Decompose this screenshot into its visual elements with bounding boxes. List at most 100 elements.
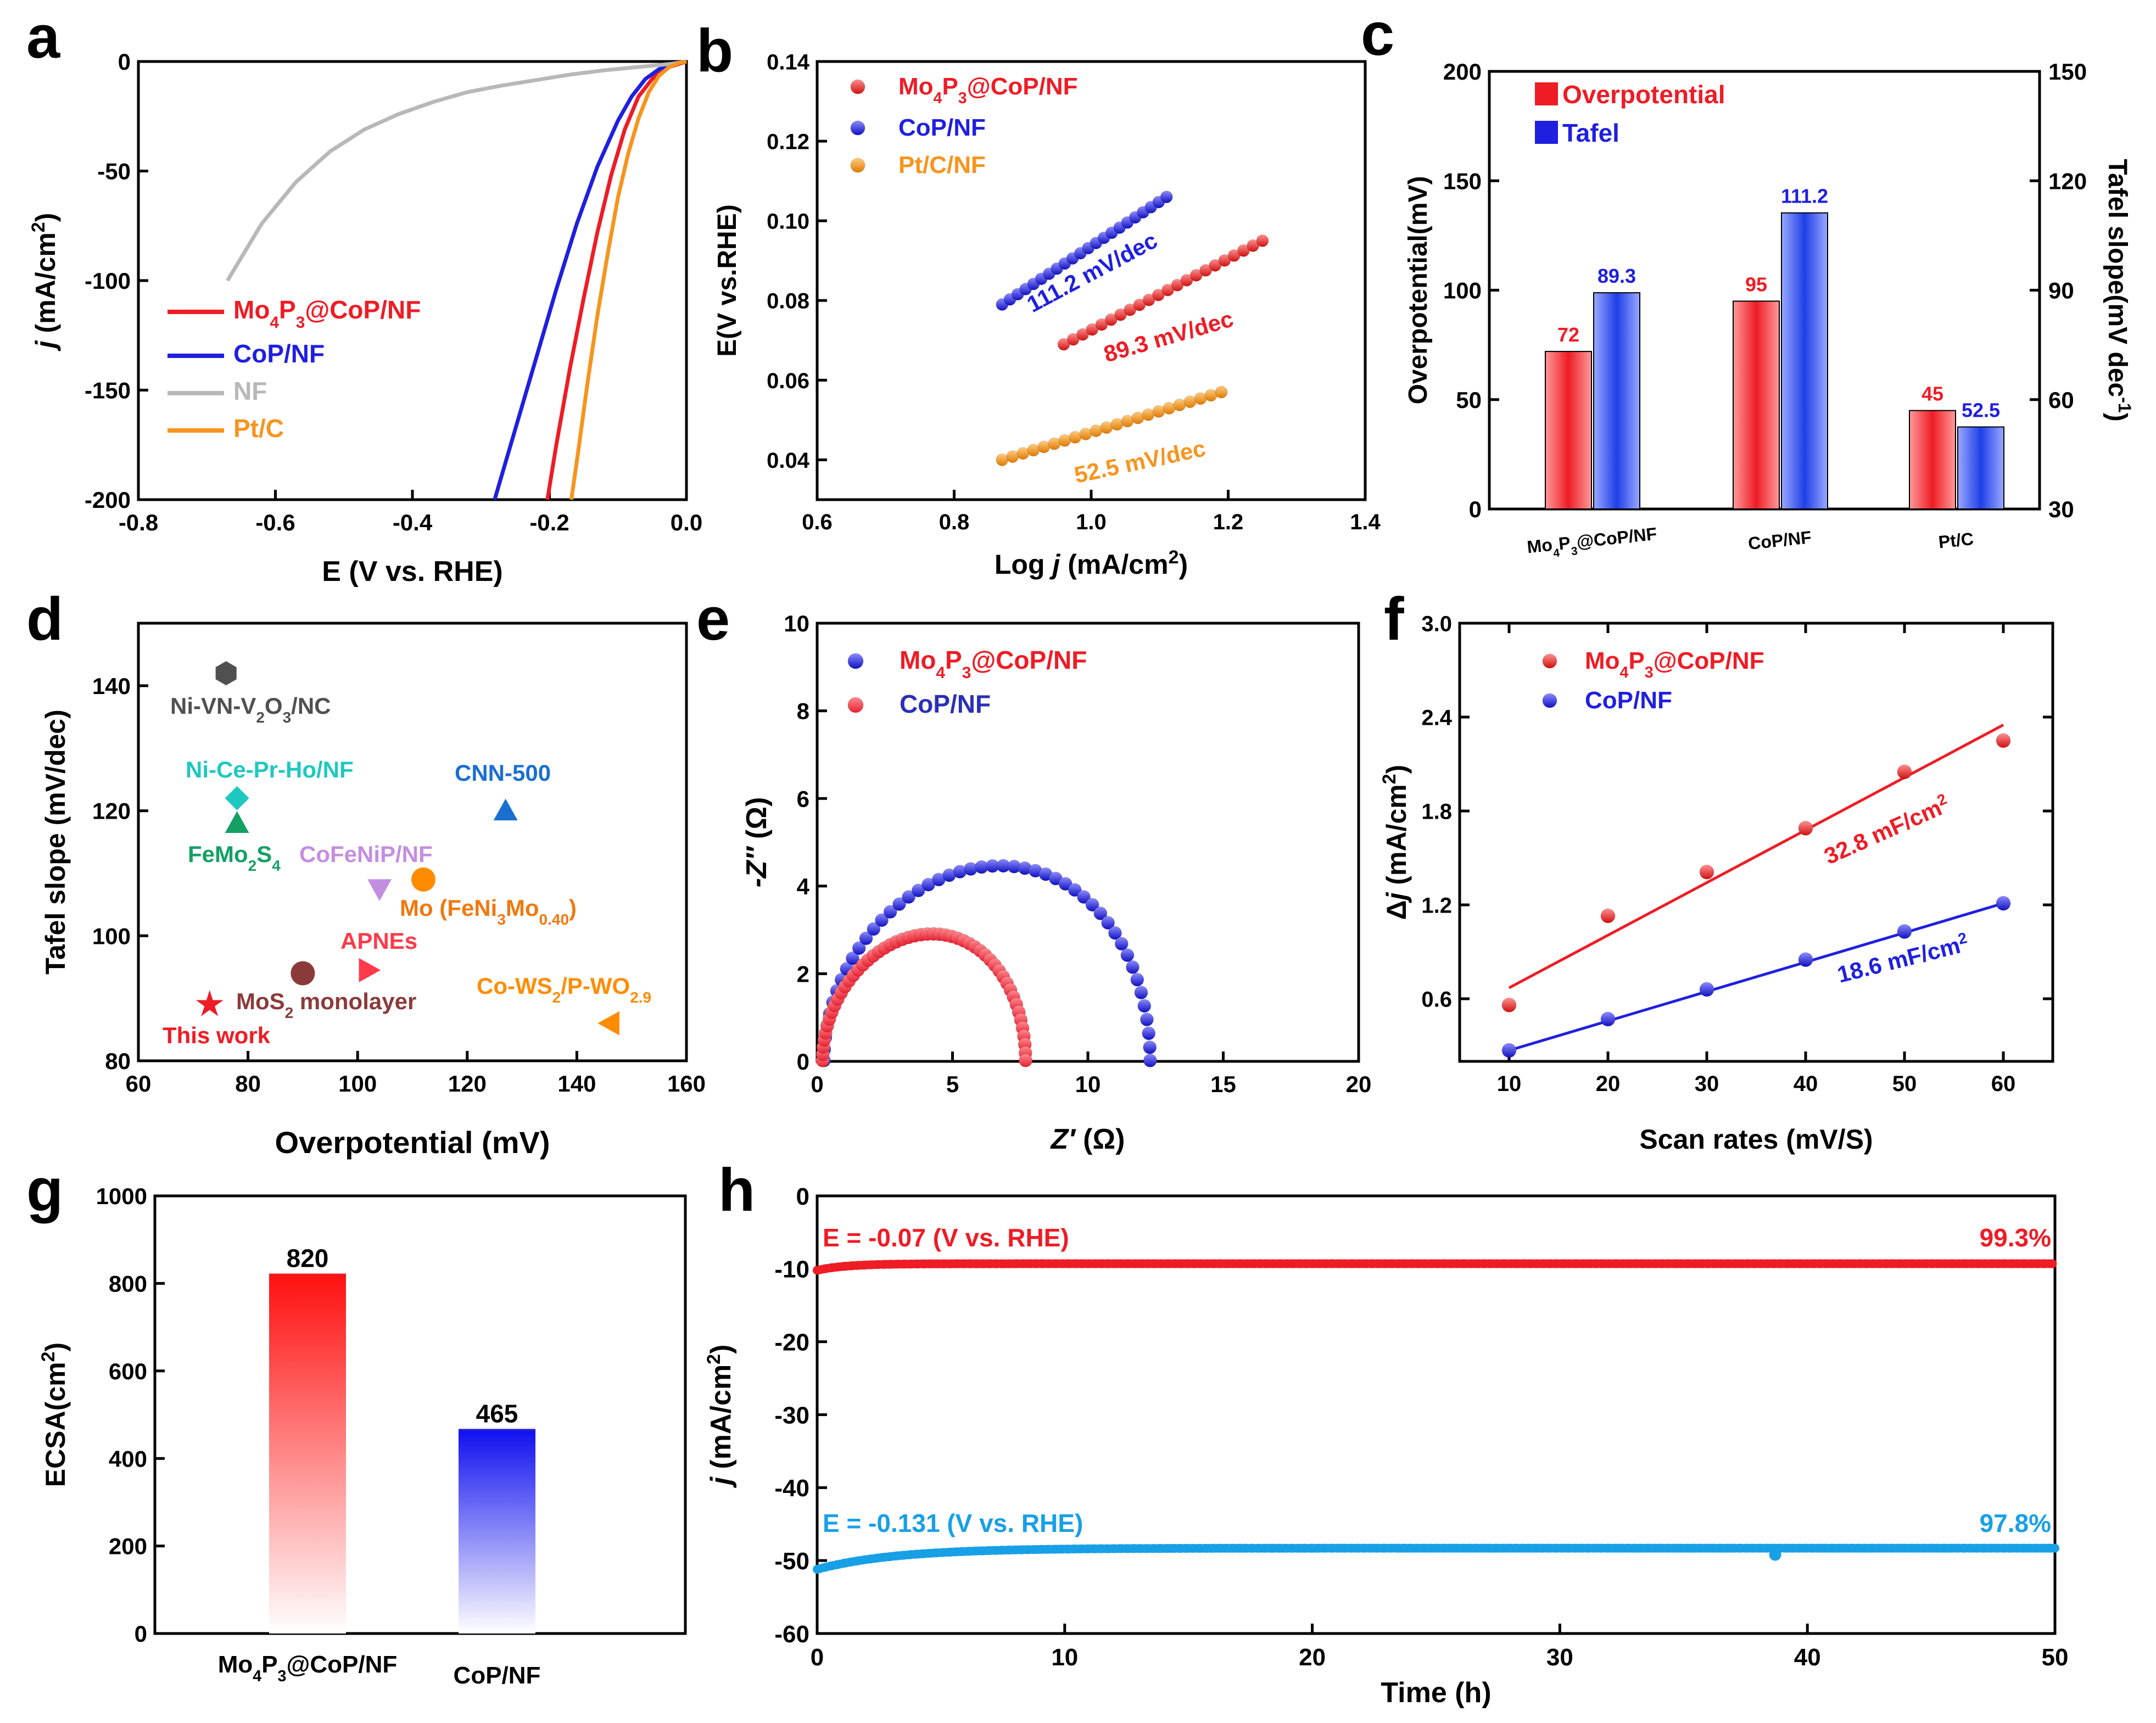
y-tick-label: -20 — [774, 1329, 809, 1356]
data-point — [1068, 883, 1082, 897]
plot-frame — [1458, 622, 2054, 1063]
x-tick-label: 1.2 — [1213, 510, 1244, 534]
legend-marker — [847, 653, 864, 669]
ecsa-bar — [459, 1430, 535, 1634]
data-point — [1501, 997, 1517, 1012]
category-label: Mo4P3@CoP/NF — [1526, 524, 1658, 562]
y-tick-label: 200 — [109, 1534, 147, 1559]
x-tick-label: 50 — [2042, 1644, 2069, 1671]
formula-part: @CoP/NF — [971, 646, 1087, 674]
formula-subscript: 4 — [936, 664, 945, 682]
y-tick-label: -30 — [774, 1402, 809, 1429]
formula-subscript: 4 — [253, 1668, 261, 1685]
label-subscript: 2 — [248, 857, 257, 874]
data-point — [1093, 907, 1108, 921]
text-part: 2 — [703, 1354, 724, 1364]
y-tick-label: 0.08 — [767, 289, 809, 314]
legend-label: CoP/NF — [900, 690, 991, 718]
text-part: (Ω) — [741, 797, 773, 847]
label-subscript: 3 — [497, 911, 506, 928]
formula-part: Mo — [898, 73, 934, 100]
bar-value-label: 95 — [1745, 273, 1767, 295]
formula-part: @CoP/NF — [1576, 524, 1658, 552]
text-part: ) — [1178, 549, 1188, 580]
x-tick-label: 160 — [667, 1071, 706, 1097]
x-tick-label: -0.4 — [393, 510, 433, 535]
x-tick-label: -0.6 — [255, 510, 295, 535]
bar-Tafel — [1593, 292, 1640, 510]
formula-part: Mo — [1526, 535, 1554, 557]
bar-value-label: 465 — [476, 1399, 518, 1428]
x-tick-label: 20 — [1346, 1071, 1372, 1097]
y-tick-label: 800 — [109, 1271, 147, 1297]
point-label: Ni-VN-V2O3/NC — [170, 693, 331, 726]
potential-label: E = -0.07 (V vs. RHE) — [823, 1223, 1069, 1252]
y-tick-label: 0.04 — [767, 449, 810, 473]
point-label: CoFeNiP/NF — [299, 841, 433, 867]
x-tick-label: 0 — [811, 1644, 824, 1671]
data-point — [1108, 926, 1122, 940]
y2-tick-label: 120 — [2048, 168, 2087, 194]
data-point — [1142, 1026, 1156, 1040]
y-axis-label: Δj (mA/cm2) — [1379, 765, 1412, 920]
legend-marker — [1542, 653, 1557, 669]
data-point — [845, 951, 859, 965]
text-part: ) — [30, 213, 61, 222]
y2-tick-label: 60 — [2048, 387, 2074, 413]
data-point — [1897, 924, 1912, 939]
y-tick-label: 3.0 — [1421, 612, 1452, 636]
formula-part: P — [1557, 533, 1571, 553]
formula-subscript: 3 — [962, 664, 971, 682]
legend-marker — [850, 79, 865, 94]
y-axis-label: j (mA/cm2) — [703, 1345, 737, 1489]
formula-part: @CoP/NF — [305, 295, 421, 324]
data-point — [1798, 820, 1813, 836]
panel-d-comparison-scatter: 60 80 100 120 140 16080100120140Ni-VN-V2O3/NC… — [40, 622, 706, 1160]
series-line-Pt/C — [569, 59, 687, 500]
label-subscript: 2.9 — [630, 989, 651, 1006]
y-tick-label: -40 — [774, 1475, 809, 1502]
text-part: ) — [1381, 765, 1412, 774]
label-part: Co-WS — [477, 973, 552, 999]
y-axis-label: Tafel slope (mV/dec) — [40, 709, 71, 975]
x-tick-label: 0.0 — [671, 510, 702, 535]
text-part: 2 — [1379, 774, 1400, 784]
data-point — [1699, 864, 1714, 880]
category-label: Mo4P3@CoP/NF — [218, 1651, 397, 1685]
panel-a-polarization-curves: -0.8 -0.6 -0.4 -0.2 0.0 0 -50 -100 -150 -200 Mo4P3… — [28, 49, 702, 588]
data-point — [911, 883, 925, 898]
formula-part: Mo — [218, 1651, 253, 1678]
y-tick-label: 0.10 — [767, 210, 809, 234]
x-tick-label: 20 — [1299, 1644, 1326, 1671]
data-point — [1125, 960, 1140, 974]
x-axis-label: Z′ (Ω) — [1049, 1123, 1125, 1155]
text-part: 2 — [28, 222, 49, 232]
y-tick-label: 80 — [105, 1048, 131, 1074]
legend-label: Mo4P3@CoP/NF — [1585, 647, 1764, 681]
point-marker — [597, 1011, 619, 1036]
plot-frame — [153, 1194, 687, 1635]
bar-Overpotential — [1909, 410, 1956, 510]
data-point — [1077, 890, 1091, 904]
legend-label: Mo4P3@CoP/NF — [898, 73, 1077, 107]
point-label: CNN-500 — [455, 760, 551, 786]
panel-label-e: e — [696, 585, 730, 653]
label-part: ) — [569, 895, 577, 921]
text-part: (mA/cm — [1381, 784, 1412, 892]
point-marker — [215, 661, 237, 686]
panel-label-b: b — [696, 17, 733, 85]
label-part: Mo (FeNi — [400, 895, 497, 921]
plot-frame — [816, 622, 1360, 1063]
slope-annotation: 32.8 mF/cm2 — [1820, 790, 1953, 870]
text-part: Tafel slope(mV dec — [2103, 159, 2132, 397]
data-point — [1600, 1011, 1616, 1027]
panel-label-d: d — [26, 585, 63, 653]
formula-subscript: 3 — [296, 314, 305, 332]
slope-annotation: 52.5 mV/dec — [1072, 435, 1208, 488]
y-tick-label: -60 — [774, 1621, 809, 1648]
text-part: 2 — [1956, 929, 1969, 948]
x-tick-label: 60 — [126, 1071, 152, 1097]
category-label: CoP/NF — [454, 1662, 541, 1689]
data-point — [1996, 733, 2011, 748]
